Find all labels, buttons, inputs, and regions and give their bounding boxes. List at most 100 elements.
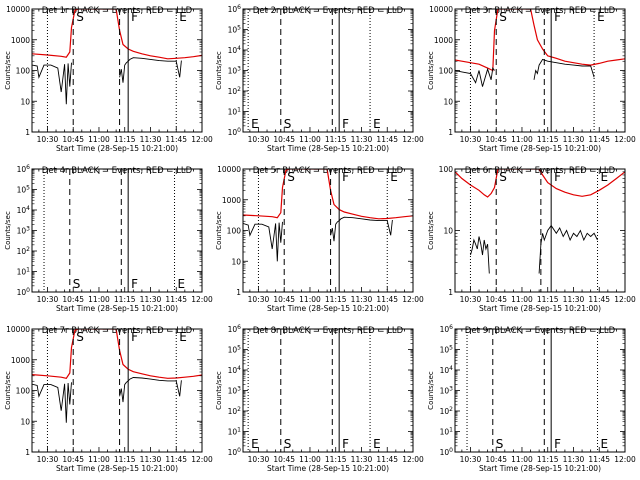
x-tick-label: 11:00 [299, 135, 321, 144]
marker-label: F [342, 437, 349, 451]
x-tick-label: 11:15 [114, 135, 136, 144]
y-tick-label: 10 [443, 227, 453, 236]
y-tick-label: 102 [228, 86, 242, 96]
x-axis-label: Start Time (28-Sep-15 10:21:00) [479, 304, 601, 313]
x-tick-label: 10:30 [460, 295, 482, 304]
x-tick-label: 10:45 [273, 295, 295, 304]
events-series-line [533, 58, 595, 80]
events-series-line [32, 382, 72, 423]
y-tick-label: 100 [440, 447, 454, 457]
marker-label: E [601, 170, 609, 184]
x-tick-label: 12:00 [402, 135, 424, 144]
marker-label: S [287, 170, 295, 184]
y-tick-label: 105 [440, 345, 454, 355]
marker-label: F [554, 10, 561, 24]
x-tick-label: 11:45 [376, 455, 398, 464]
panel-title: Det 7r BLACK = Events, RED = LLD [42, 326, 193, 336]
marker-label: E [179, 330, 187, 344]
panel-det-4: Det 4r BLACK = Events, RED = LLD S F E 10:30… [4, 164, 213, 313]
x-tick-label: 10:45 [62, 455, 84, 464]
marker-label: S [73, 277, 81, 291]
marker-label: F [554, 437, 561, 451]
y-tick-label: 101 [440, 427, 454, 437]
x-tick-label: 10:30 [37, 135, 59, 144]
marker-label: E [179, 10, 187, 24]
x-axis-label: Start Time (28-Sep-15 10:21:00) [267, 464, 389, 473]
x-tick-label: 10:45 [273, 135, 295, 144]
y-tick-label: 1000 [11, 36, 30, 45]
x-axis-label: Start Time (28-Sep-15 10:21:00) [267, 304, 389, 313]
panel-title: Det 9r BLACK = Events, RED = LLD [465, 326, 616, 336]
y-tick-label: 10 [20, 417, 30, 426]
y-tick-label: 101 [228, 427, 242, 437]
y-tick-label: 1000 [11, 356, 30, 365]
plot-frame [242, 328, 414, 453]
y-tick-label: 100 [228, 127, 242, 137]
x-tick-label: 10:30 [460, 135, 482, 144]
x-tick-label: 10:30 [248, 455, 270, 464]
x-tick-label: 10:30 [460, 455, 482, 464]
y-tick-label: 103 [440, 386, 454, 396]
x-tick-label: 11:30 [351, 135, 373, 144]
panel-title: Det 2r BLACK = Events, RED = LLD [253, 6, 404, 16]
y-tick-label: 1 [448, 128, 453, 137]
y-axis-label: Counts/sec [4, 211, 12, 250]
marker-label: E [251, 437, 259, 451]
y-tick-label: 103 [228, 66, 242, 76]
y-axis-label: Counts/sec [4, 371, 12, 410]
panel-title: Det 3r BLACK = Events, RED = LLD [465, 6, 616, 16]
y-tick-label: 100 [228, 447, 242, 457]
plot-frame [454, 8, 626, 133]
marker-label: S [496, 437, 504, 451]
x-tick-label: 10:45 [485, 455, 507, 464]
y-tick-label: 105 [228, 345, 242, 355]
y-tick-label: 100 [439, 165, 454, 174]
lld-series-line [455, 9, 625, 72]
lld-series-line [455, 169, 625, 198]
marker-label: F [342, 117, 349, 131]
y-tick-label: 102 [17, 246, 31, 256]
marker-label: F [342, 170, 349, 184]
panel-title: Det 5r BLACK = Events, RED = LLD [253, 166, 404, 176]
marker-label: E [373, 437, 381, 451]
x-tick-label: 11:45 [165, 135, 187, 144]
x-tick-label: 11:30 [563, 295, 585, 304]
x-tick-label: 11:15 [537, 295, 559, 304]
y-tick-label: 103 [228, 386, 242, 396]
y-tick-label: 104 [17, 205, 31, 215]
x-axis-label: Start Time (28-Sep-15 10:21:00) [56, 304, 178, 313]
x-tick-label: 11:00 [88, 135, 110, 144]
x-tick-label: 10:30 [248, 135, 270, 144]
y-tick-label: 100 [227, 227, 242, 236]
y-tick-label: 1 [236, 288, 241, 297]
x-tick-label: 11:30 [140, 135, 162, 144]
x-tick-label: 10:45 [273, 455, 295, 464]
x-axis-label: Start Time (28-Sep-15 10:21:00) [479, 144, 601, 153]
x-tick-label: 10:45 [485, 295, 507, 304]
events-series-line [538, 224, 598, 274]
x-tick-label: 11:45 [376, 295, 398, 304]
x-tick-label: 11:30 [140, 295, 162, 304]
x-tick-label: 11:15 [537, 135, 559, 144]
x-tick-label: 11:30 [140, 455, 162, 464]
panel-det-2: Det 2r BLACK = Events, RED = LLD E S F E 10:3… [215, 4, 424, 153]
x-tick-label: 11:15 [325, 295, 347, 304]
y-axis-label: Counts/sec [215, 211, 223, 250]
y-tick-label: 106 [228, 4, 242, 14]
y-tick-label: 103 [17, 226, 31, 236]
plot-frame [454, 168, 626, 293]
x-tick-label: 11:00 [299, 455, 321, 464]
x-tick-label: 11:45 [165, 455, 187, 464]
y-tick-label: 102 [440, 406, 454, 416]
y-tick-label: 1 [25, 448, 30, 457]
events-series-line [243, 221, 283, 262]
marker-label: F [131, 277, 138, 291]
x-tick-label: 11:00 [88, 455, 110, 464]
panel-title: Det 1r BLACK = Events, RED = LLD [42, 6, 193, 16]
x-tick-label: 12:00 [191, 455, 213, 464]
y-axis-label: Counts/sec [4, 51, 12, 90]
